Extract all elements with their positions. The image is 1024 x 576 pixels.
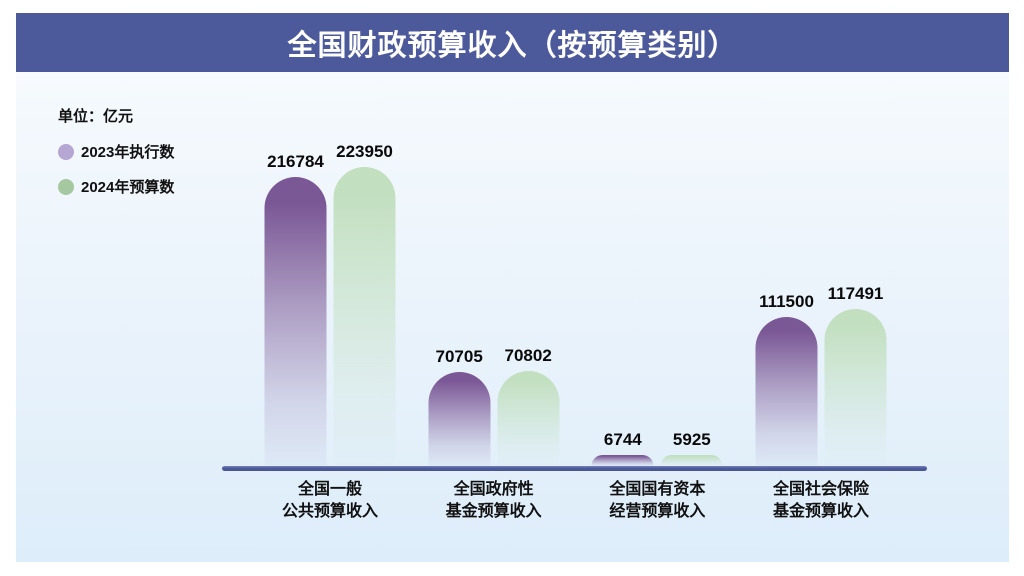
bar-value-label: 70802 (504, 346, 552, 365)
bar-column: 117491 (824, 284, 887, 466)
bar-column: 223950 (333, 142, 396, 466)
unit-label: 单位：亿元 (58, 108, 134, 125)
bar-column: 111500 (755, 292, 818, 466)
bar-column: 6744 (591, 430, 654, 466)
bar (591, 455, 654, 466)
category-label: 全国一般 公共预算收入 (281, 481, 379, 521)
bar-group: 70705 70802 (428, 346, 560, 466)
bar-chart: 216784 223950 70705 70802 6744 5925 111500 1174… (222, 140, 927, 466)
bar (755, 317, 818, 466)
category-axis-labels: 全国一般 公共预算收入 全国政府性 基金预算收入 全国国有资本 经营预算收入 全国社会… (222, 479, 927, 529)
bar-value-label: 70705 (435, 347, 483, 366)
bar (264, 177, 327, 466)
bar (824, 309, 887, 466)
bar-value-label: 5925 (672, 430, 711, 449)
bar (660, 455, 723, 466)
x-axis-baseline (222, 466, 927, 471)
bar-value-label: 117491 (827, 284, 884, 303)
legend-dot-2023-icon (58, 143, 74, 160)
bar-value-label: 6744 (603, 430, 642, 449)
bar-value-label: 223950 (336, 142, 393, 161)
category-label: 全国政府性 基金预算收入 (445, 481, 542, 521)
bar-column: 70705 (428, 347, 491, 466)
bar-group: 216784 223950 (264, 142, 396, 466)
bar-column: 216784 (264, 152, 327, 466)
bar-column: 5925 (660, 430, 723, 466)
chart-legend: 2023年执行数 2024年预算数 (58, 141, 174, 211)
bar (428, 372, 491, 466)
legend-label-2023: 2023年执行数 (81, 144, 175, 161)
category-label: 全国社会保险 基金预算收入 (772, 481, 870, 521)
bar (497, 371, 560, 466)
legend-item-2023: 2023年执行数 (58, 141, 174, 162)
bar (333, 167, 396, 466)
legend-dot-2024-icon (58, 178, 74, 195)
bar-value-label: 111500 (759, 292, 814, 311)
bar-group: 6744 5925 (591, 430, 723, 466)
bar-group: 111500 117491 (755, 284, 887, 466)
bar-column: 70802 (497, 346, 560, 466)
legend-label-2024: 2024年预算数 (81, 179, 175, 196)
legend-item-2024: 2024年预算数 (58, 176, 174, 197)
category-label: 全国国有资本 经营预算收入 (609, 481, 706, 521)
title-bar: 全国财政预算收入（按预算类别） (16, 13, 1009, 72)
bar-value-label: 216784 (267, 152, 324, 171)
page-title: 全国财政预算收入（按预算类别） (287, 29, 738, 62)
